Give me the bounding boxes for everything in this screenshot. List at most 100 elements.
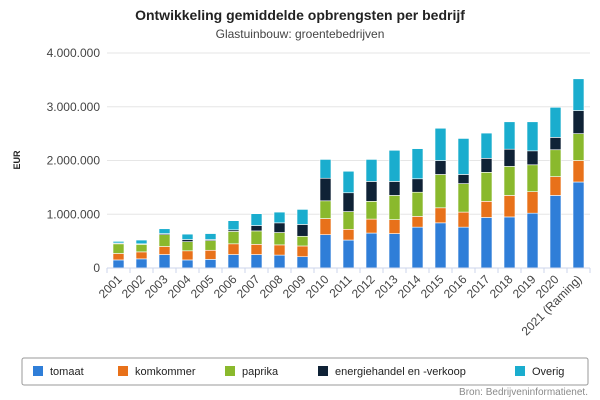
bar-segment bbox=[319, 200, 332, 219]
bar-segment bbox=[135, 244, 148, 253]
legend: tomaat komkommer paprika energiehandel en -… bbox=[33, 366, 564, 378]
legend-swatch bbox=[225, 366, 235, 376]
bar-segment bbox=[434, 222, 447, 269]
bar-segment bbox=[503, 121, 516, 150]
bar-segment bbox=[250, 213, 263, 226]
bar-segment bbox=[480, 158, 493, 173]
bar-segment bbox=[526, 121, 539, 152]
bar-segment bbox=[572, 133, 585, 161]
legend-label: tomaat bbox=[50, 366, 84, 378]
x-tick-label: 2004 bbox=[165, 272, 194, 301]
bar-segment bbox=[434, 127, 447, 161]
bar-segment bbox=[411, 216, 424, 228]
bar-segment bbox=[112, 243, 125, 254]
bar-segment bbox=[388, 219, 401, 234]
y-tick-label: 3.000.000 bbox=[47, 100, 101, 114]
bar-segment bbox=[250, 244, 263, 255]
bar-segment bbox=[503, 166, 516, 196]
source-credit: Bron: Bedrijveninformatienet. bbox=[459, 387, 588, 398]
bar-segment bbox=[342, 239, 355, 269]
bar-segment bbox=[480, 217, 493, 269]
bar-segment bbox=[181, 239, 194, 242]
x-tick-label: 2018 bbox=[487, 272, 516, 301]
bar-segment bbox=[296, 224, 309, 237]
bar-segment bbox=[296, 256, 309, 269]
bar-segment bbox=[112, 259, 125, 269]
legend-swatch bbox=[33, 366, 43, 376]
bar-segment bbox=[135, 239, 148, 245]
legend-label: energiehandel en -verkoop bbox=[335, 366, 466, 378]
x-tick-label: 2006 bbox=[211, 272, 240, 301]
x-tick-label: 2013 bbox=[372, 272, 401, 301]
bar-segment bbox=[227, 231, 240, 245]
y-tick-label: 0 bbox=[93, 261, 100, 275]
bar-segment bbox=[549, 106, 562, 138]
bar-segment bbox=[526, 150, 539, 166]
bar-segment bbox=[411, 178, 424, 193]
x-tick-label: 2003 bbox=[142, 272, 171, 301]
bar-segment bbox=[181, 241, 194, 252]
x-tick-label: 2001 bbox=[96, 272, 125, 301]
bar-segment bbox=[250, 225, 263, 232]
legend-item[interactable]: Overig bbox=[515, 366, 564, 378]
legend-item[interactable]: paprika bbox=[225, 366, 279, 378]
bar-segment bbox=[365, 181, 378, 202]
legend-item[interactable]: energiehandel en -verkoop bbox=[318, 366, 466, 378]
bar-segment bbox=[158, 228, 171, 234]
bar-segment bbox=[342, 229, 355, 241]
bar-segment bbox=[319, 218, 332, 235]
legend-swatch bbox=[318, 366, 328, 376]
legend-label: Overig bbox=[532, 366, 564, 378]
bar-segment bbox=[181, 250, 194, 261]
bar-segment bbox=[227, 243, 240, 255]
x-tick-label: 2015 bbox=[418, 272, 447, 301]
bar-segment bbox=[526, 212, 539, 269]
x-tick-label: 2019 bbox=[510, 272, 539, 301]
x-tick-label: 2007 bbox=[234, 272, 263, 301]
bar-segment bbox=[365, 201, 378, 220]
bar-segment bbox=[365, 218, 378, 234]
bar-segment bbox=[204, 249, 217, 260]
bar-segment bbox=[365, 159, 378, 182]
x-tick-label: 2010 bbox=[303, 272, 332, 301]
bar-segment bbox=[135, 258, 148, 269]
bar-segment bbox=[227, 254, 240, 269]
legend-item[interactable]: komkommer bbox=[118, 366, 196, 378]
bar-segment bbox=[273, 254, 286, 269]
legend-label: paprika bbox=[242, 366, 279, 378]
bar-segment bbox=[572, 110, 585, 134]
bar-segment bbox=[526, 164, 539, 192]
bar-segment bbox=[503, 148, 516, 167]
bar-segment bbox=[227, 220, 240, 231]
bar-segment bbox=[457, 226, 470, 269]
bar-segment bbox=[388, 181, 401, 196]
bar-segment bbox=[480, 132, 493, 159]
legend-item[interactable]: tomaat bbox=[33, 366, 84, 378]
chart-title: Ontwikkeling gemiddelde opbrengsten per … bbox=[135, 7, 465, 23]
bar-segment bbox=[296, 245, 309, 258]
bar-segment bbox=[273, 232, 286, 246]
bar-segment bbox=[549, 149, 562, 177]
bars bbox=[112, 78, 585, 269]
bar-segment bbox=[158, 234, 171, 247]
x-tick-label: 2016 bbox=[441, 272, 470, 301]
x-tick-label: 2011 bbox=[326, 272, 354, 300]
x-axis-ticks: 2001200220032004200520062007200820092010… bbox=[96, 268, 591, 338]
bar-segment bbox=[273, 222, 286, 233]
bar-segment bbox=[204, 259, 217, 269]
bar-segment bbox=[296, 235, 309, 247]
bar-segment bbox=[411, 148, 424, 180]
bar-segment bbox=[342, 170, 355, 194]
bar-segment bbox=[457, 174, 470, 184]
bar-segment bbox=[112, 241, 125, 244]
bar-segment bbox=[572, 181, 585, 269]
bar-segment bbox=[365, 232, 378, 269]
bar-segment bbox=[158, 254, 171, 269]
bar-segment bbox=[457, 138, 470, 175]
bar-segment bbox=[112, 253, 125, 261]
bar-segment bbox=[181, 233, 194, 240]
x-tick-label: 2002 bbox=[119, 272, 148, 301]
bar-segment bbox=[411, 191, 424, 217]
x-tick-label: 2008 bbox=[257, 272, 286, 301]
